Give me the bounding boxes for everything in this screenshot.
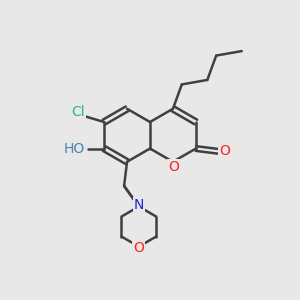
Text: O: O [134,241,144,255]
Text: N: N [134,198,144,212]
Text: O: O [168,160,179,174]
Text: Cl: Cl [71,105,84,119]
Text: O: O [219,145,230,158]
Text: HO: HO [63,142,84,155]
